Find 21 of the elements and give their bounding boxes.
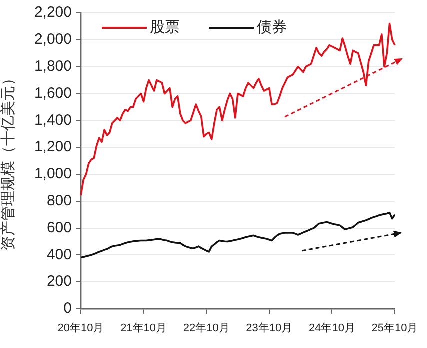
y-tick-label: 1,600: [34, 84, 72, 102]
legend-label: 股票: [150, 19, 180, 36]
y-tick-label: 0: [64, 300, 72, 318]
x-tick-label: 25年10月: [372, 322, 418, 335]
x-tick-label: 22年10月: [183, 322, 230, 335]
y-tick-label: 2,200: [34, 4, 72, 22]
y-tick-label: 1,800: [34, 58, 72, 75]
y-tick-label: 600: [46, 219, 72, 236]
x-tick-label: 20年10月: [58, 322, 104, 335]
y-tick-label: 800: [46, 192, 72, 210]
y-tick-label: 1,200: [34, 138, 72, 156]
y-tick-label: 2,000: [34, 31, 72, 48]
y-tick-label: 1,000: [34, 166, 72, 183]
y-tick-label: 200: [46, 273, 72, 290]
y-axis-title: 资产管理规模（十亿美元）: [0, 71, 18, 251]
legend-label: 债券: [257, 19, 287, 36]
x-tick-label: 21年10月: [120, 322, 168, 335]
x-tick-label: 24年10月: [308, 322, 356, 335]
x-tick-label: 23年10月: [246, 322, 293, 335]
y-tick-label: 400: [46, 246, 72, 264]
y-tick-label: 1,400: [34, 112, 72, 129]
